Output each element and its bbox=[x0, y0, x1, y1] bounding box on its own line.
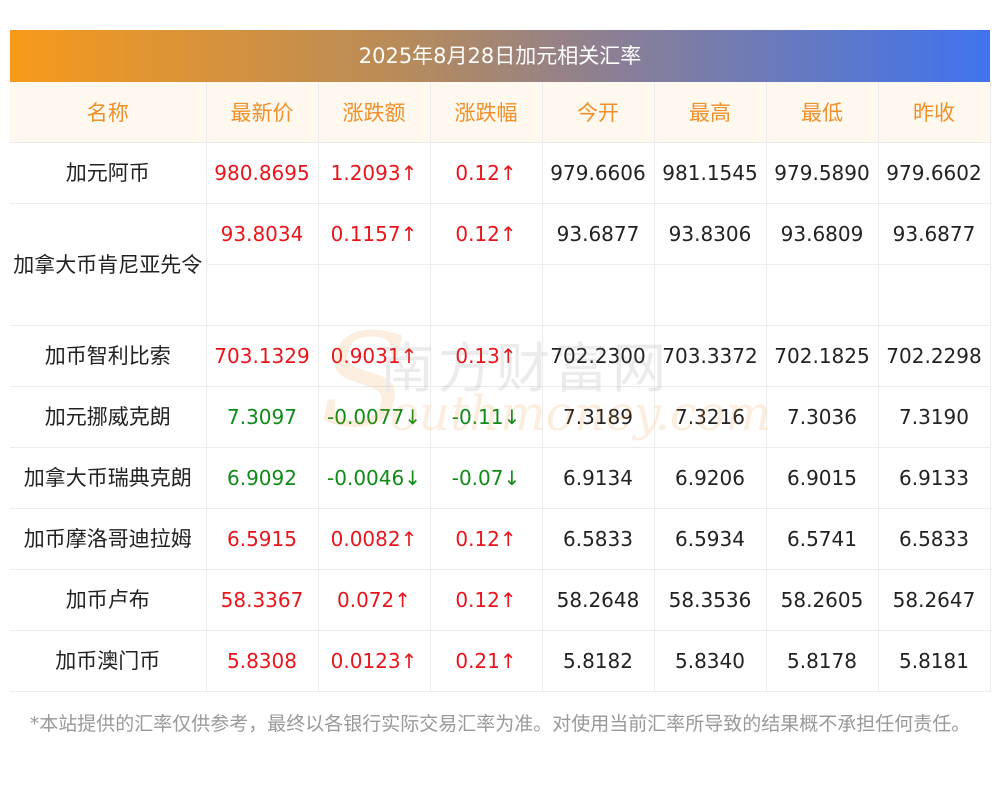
currency-pair-name: 加币摩洛哥迪拉姆 bbox=[10, 508, 207, 570]
price-cell: 93.8034 bbox=[206, 203, 319, 326]
high-cell: 6.9206 bbox=[654, 447, 767, 509]
change-cell: 0.0082↑ bbox=[318, 508, 431, 570]
currency-pair-name: 加元阿币 bbox=[10, 142, 207, 204]
low-cell: 6.9015 bbox=[766, 447, 879, 509]
prev-close-cell: 979.6602 bbox=[878, 142, 991, 204]
open-cell: 7.3189 bbox=[542, 386, 655, 448]
change-cell: -0.0046↓ bbox=[318, 447, 431, 509]
change-pct-cell: -0.07↓ bbox=[430, 447, 543, 509]
table-row: 加币智利比索 703.1329 0.9031↑ 0.13↑ 702.2300 703.33… bbox=[10, 325, 991, 387]
table-header-row: 名称 最新价 涨跌额 涨跌幅 今开 最高 最低 昨收 bbox=[10, 82, 991, 143]
change-cell-value: 0.1157↑ bbox=[318, 204, 430, 265]
table-row: 加元阿币 980.8695 1.2093↑ 0.12↑ 979.6606 981.1545… bbox=[10, 142, 991, 204]
change-pct-cell: 0.13↑ bbox=[430, 325, 543, 387]
table-row: 加币卢布 58.3367 0.072↑ 0.12↑ 58.2648 58.3536 58.2… bbox=[10, 569, 991, 631]
high-cell: 5.8340 bbox=[654, 630, 767, 692]
header-high: 最高 bbox=[654, 82, 767, 143]
header-change: 涨跌额 bbox=[318, 82, 431, 143]
price-cell: 6.5915 bbox=[206, 508, 319, 570]
change-cell: 0.0123↑ bbox=[318, 630, 431, 692]
table-row: 加拿大币肯尼亚先令 93.8034 0.1157↑ 0.12↑ 93.6877 93.83… bbox=[10, 203, 991, 326]
open-cell: 6.9134 bbox=[542, 447, 655, 509]
price-cell: 6.9092 bbox=[206, 447, 319, 509]
change-cell: 0.1157↑ bbox=[318, 203, 431, 326]
change-cell: 1.2093↑ bbox=[318, 142, 431, 204]
currency-pair-name: 加币智利比索 bbox=[10, 325, 207, 387]
open-cell: 6.5833 bbox=[542, 508, 655, 570]
open-cell: 702.2300 bbox=[542, 325, 655, 387]
prev-close-cell: 5.8181 bbox=[878, 630, 991, 692]
low-cell: 979.5890 bbox=[766, 142, 879, 204]
disclaimer-note: *本站提供的汇率仅供参考，最终以各银行实际交易汇率为准。对使用当前汇率所导致的结… bbox=[29, 713, 971, 735]
table-row: 加元挪威克朗 7.3097 -0.0077↓ -0.11↓ 7.3189 7.3216 7.… bbox=[10, 386, 991, 448]
high-cell: 981.1545 bbox=[654, 142, 767, 204]
prev-close-cell-value: 93.6877 bbox=[878, 204, 990, 265]
high-cell: 6.5934 bbox=[654, 508, 767, 570]
change-pct-cell: 0.12↑ bbox=[430, 203, 543, 326]
currency-pair-name: 加币卢布 bbox=[10, 569, 207, 631]
price-cell-value: 93.8034 bbox=[206, 204, 318, 265]
rate-table: 名称 最新价 涨跌额 涨跌幅 今开 最高 最低 昨收 加元阿币 980.8695 1… bbox=[10, 82, 991, 692]
low-cell: 7.3036 bbox=[766, 386, 879, 448]
low-cell: 93.6809 bbox=[766, 203, 879, 326]
price-cell: 7.3097 bbox=[206, 386, 319, 448]
header-price: 最新价 bbox=[206, 82, 319, 143]
price-cell: 703.1329 bbox=[206, 325, 319, 387]
low-cell: 58.2605 bbox=[766, 569, 879, 631]
prev-close-cell: 702.2298 bbox=[878, 325, 991, 387]
price-cell: 5.8308 bbox=[206, 630, 319, 692]
table-row: 加币摩洛哥迪拉姆 6.5915 0.0082↑ 0.12↑ 6.5833 6.5934 6.… bbox=[10, 508, 991, 570]
prev-close-cell: 58.2647 bbox=[878, 569, 991, 631]
prev-close-cell: 7.3190 bbox=[878, 386, 991, 448]
open-cell: 58.2648 bbox=[542, 569, 655, 631]
price-cell: 980.8695 bbox=[206, 142, 319, 204]
change-pct-cell: -0.11↓ bbox=[430, 386, 543, 448]
open-cell-value: 93.6877 bbox=[542, 204, 654, 265]
table-row: 加币澳门币 5.8308 0.0123↑ 0.21↑ 5.8182 5.8340 5.817… bbox=[10, 630, 991, 692]
currency-pair-name: 加币澳门币 bbox=[10, 630, 207, 692]
high-cell: 93.8306 bbox=[654, 203, 767, 326]
high-cell: 58.3536 bbox=[654, 569, 767, 631]
table-title: 2025年8月28日加元相关汇率 bbox=[10, 30, 990, 82]
change-cell: 0.9031↑ bbox=[318, 325, 431, 387]
high-cell: 703.3372 bbox=[654, 325, 767, 387]
change-pct-cell: 0.21↑ bbox=[430, 630, 543, 692]
open-cell: 5.8182 bbox=[542, 630, 655, 692]
currency-pair-name: 加拿大币肯尼亚先令 bbox=[10, 203, 207, 326]
change-cell: -0.0077↓ bbox=[318, 386, 431, 448]
change-pct-cell: 0.12↑ bbox=[430, 508, 543, 570]
low-cell: 5.8178 bbox=[766, 630, 879, 692]
low-cell: 702.1825 bbox=[766, 325, 879, 387]
open-cell: 93.6877 bbox=[542, 203, 655, 326]
open-cell: 979.6606 bbox=[542, 142, 655, 204]
high-cell: 7.3216 bbox=[654, 386, 767, 448]
change-pct-cell-value: 0.12↑ bbox=[430, 204, 542, 265]
change-cell: 0.072↑ bbox=[318, 569, 431, 631]
currency-pair-name: 加拿大币瑞典克朗 bbox=[10, 447, 207, 509]
currency-pair-name: 加元挪威克朗 bbox=[10, 386, 207, 448]
low-cell-value: 93.6809 bbox=[766, 204, 878, 265]
low-cell: 6.5741 bbox=[766, 508, 879, 570]
change-pct-cell: 0.12↑ bbox=[430, 569, 543, 631]
prev-close-cell: 6.9133 bbox=[878, 447, 991, 509]
prev-close-cell: 6.5833 bbox=[878, 508, 991, 570]
change-pct-cell: 0.12↑ bbox=[430, 142, 543, 204]
prev-close-cell: 93.6877 bbox=[878, 203, 991, 326]
header-open: 今开 bbox=[542, 82, 655, 143]
header-name: 名称 bbox=[10, 82, 207, 143]
table-row: 加拿大币瑞典克朗 6.9092 -0.0046↓ -0.07↓ 6.9134 6.9206… bbox=[10, 447, 991, 509]
header-low: 最低 bbox=[766, 82, 879, 143]
price-cell: 58.3367 bbox=[206, 569, 319, 631]
high-cell-value: 93.8306 bbox=[654, 204, 766, 265]
header-change-pct: 涨跌幅 bbox=[430, 82, 543, 143]
rate-table-card: 2025年8月28日加元相关汇率 名称 最新价 涨跌额 涨跌幅 今开 最高 最低… bbox=[10, 30, 991, 692]
header-prev-close: 昨收 bbox=[878, 82, 991, 143]
